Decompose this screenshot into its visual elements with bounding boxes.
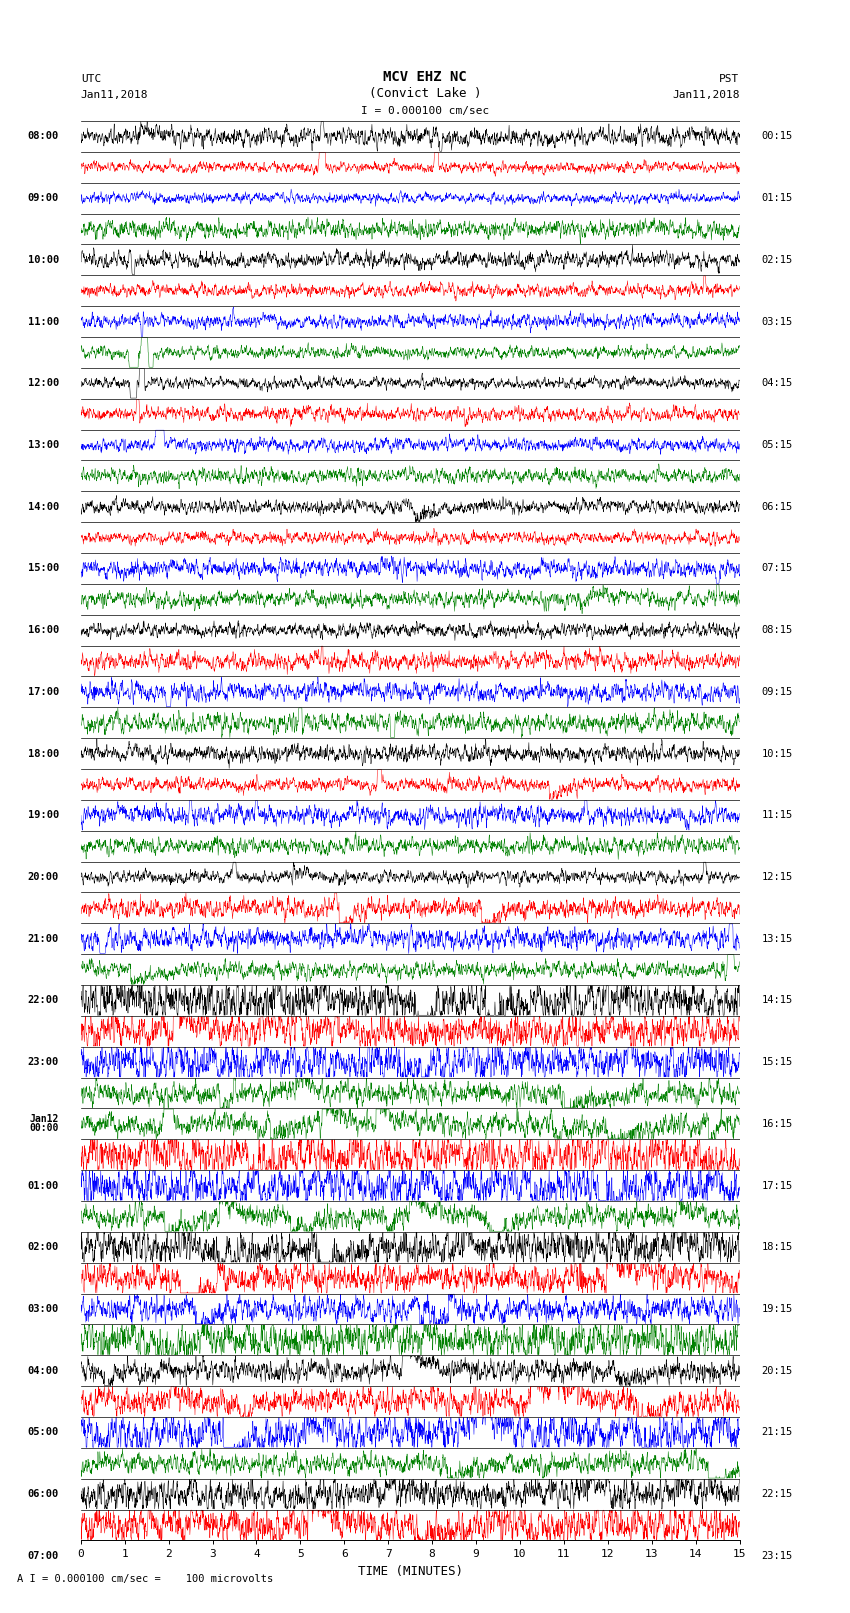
Text: 23:00: 23:00: [27, 1057, 59, 1068]
Text: 03:15: 03:15: [762, 316, 793, 326]
Text: 15:00: 15:00: [27, 563, 59, 573]
Text: 19:00: 19:00: [27, 810, 59, 821]
Text: PST: PST: [719, 74, 740, 84]
Text: MCV EHZ NC: MCV EHZ NC: [383, 69, 467, 84]
Text: Jan12: Jan12: [30, 1115, 59, 1124]
Text: 11:00: 11:00: [27, 316, 59, 326]
Text: 00:15: 00:15: [762, 131, 793, 142]
X-axis label: TIME (MINUTES): TIME (MINUTES): [358, 1565, 462, 1578]
Text: UTC: UTC: [81, 74, 101, 84]
Text: A I = 0.000100 cm/sec =    100 microvolts: A I = 0.000100 cm/sec = 100 microvolts: [17, 1574, 273, 1584]
Text: 17:15: 17:15: [762, 1181, 793, 1190]
Text: 13:15: 13:15: [762, 934, 793, 944]
Text: 09:15: 09:15: [762, 687, 793, 697]
Text: 08:15: 08:15: [762, 626, 793, 636]
Text: 20:15: 20:15: [762, 1366, 793, 1376]
Text: 09:00: 09:00: [27, 194, 59, 203]
Text: 13:00: 13:00: [27, 440, 59, 450]
Text: 00:00: 00:00: [30, 1124, 59, 1134]
Text: 17:00: 17:00: [27, 687, 59, 697]
Text: 16:15: 16:15: [762, 1119, 793, 1129]
Text: 06:15: 06:15: [762, 502, 793, 511]
Text: 18:15: 18:15: [762, 1242, 793, 1252]
Text: 16:00: 16:00: [27, 626, 59, 636]
Text: (Convict Lake ): (Convict Lake ): [369, 87, 481, 100]
Text: 19:15: 19:15: [762, 1303, 793, 1315]
Text: 21:15: 21:15: [762, 1428, 793, 1437]
Text: 07:15: 07:15: [762, 563, 793, 573]
Text: 14:00: 14:00: [27, 502, 59, 511]
Text: 15:15: 15:15: [762, 1057, 793, 1068]
Text: 12:00: 12:00: [27, 379, 59, 389]
Text: 06:00: 06:00: [27, 1489, 59, 1498]
Text: 10:15: 10:15: [762, 748, 793, 758]
Text: 18:00: 18:00: [27, 748, 59, 758]
Text: 10:00: 10:00: [27, 255, 59, 265]
Text: 11:15: 11:15: [762, 810, 793, 821]
Text: 05:00: 05:00: [27, 1428, 59, 1437]
Text: 22:15: 22:15: [762, 1489, 793, 1498]
Text: 22:00: 22:00: [27, 995, 59, 1005]
Text: 08:00: 08:00: [27, 131, 59, 142]
Text: 23:15: 23:15: [762, 1550, 793, 1561]
Text: 01:15: 01:15: [762, 194, 793, 203]
Text: 04:00: 04:00: [27, 1366, 59, 1376]
Text: 07:00: 07:00: [27, 1550, 59, 1561]
Text: 21:00: 21:00: [27, 934, 59, 944]
Text: 05:15: 05:15: [762, 440, 793, 450]
Text: 02:00: 02:00: [27, 1242, 59, 1252]
Text: Jan11,2018: Jan11,2018: [672, 90, 740, 100]
Text: 03:00: 03:00: [27, 1303, 59, 1315]
Text: I = 0.000100 cm/sec: I = 0.000100 cm/sec: [361, 106, 489, 116]
Text: 14:15: 14:15: [762, 995, 793, 1005]
Text: 02:15: 02:15: [762, 255, 793, 265]
Text: 20:00: 20:00: [27, 873, 59, 882]
Text: 04:15: 04:15: [762, 379, 793, 389]
Text: Jan11,2018: Jan11,2018: [81, 90, 148, 100]
Text: 01:00: 01:00: [27, 1181, 59, 1190]
Text: 12:15: 12:15: [762, 873, 793, 882]
